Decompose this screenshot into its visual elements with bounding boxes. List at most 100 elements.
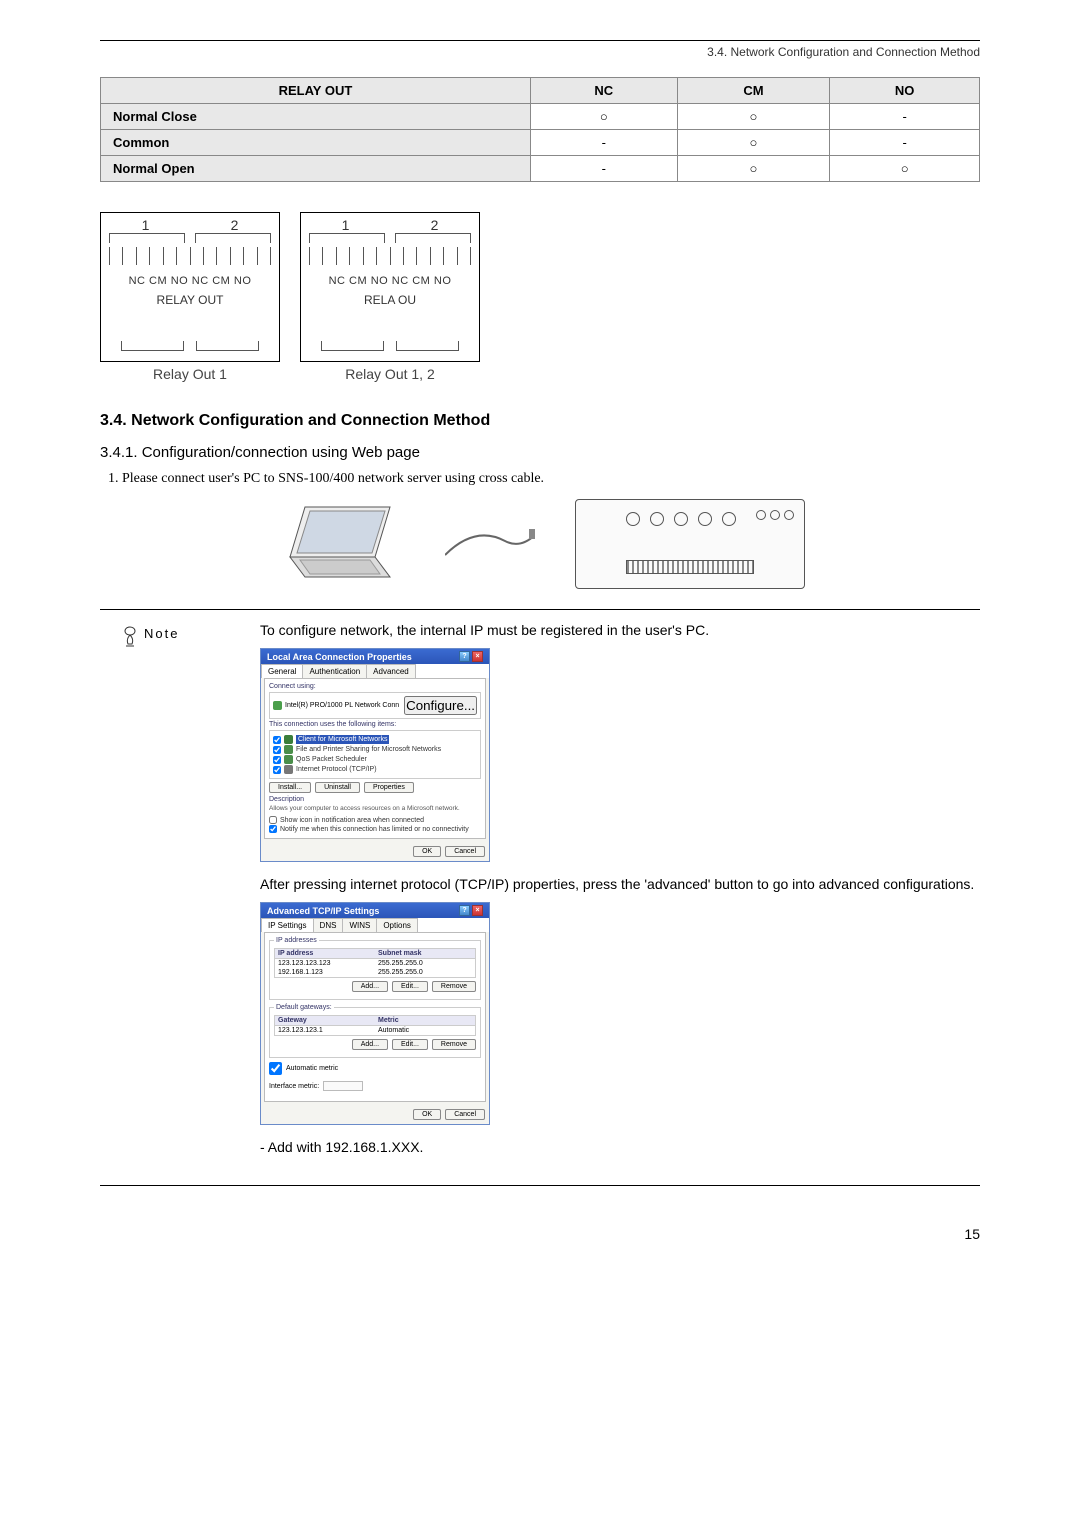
chk-showicon[interactable] (269, 816, 277, 824)
ip-head-1: IP address (275, 949, 375, 959)
ok-button[interactable]: OK (413, 846, 441, 857)
gw-head-1: Gateway (275, 1016, 375, 1026)
ok-button[interactable]: OK (413, 1109, 441, 1120)
help-icon[interactable]: ? (459, 905, 470, 916)
edit-button[interactable]: Edit... (392, 981, 428, 992)
tab-authentication[interactable]: Authentication (302, 664, 367, 678)
help-icon[interactable]: ? (459, 651, 470, 662)
cell: - (530, 130, 677, 156)
tab-general[interactable]: General (261, 664, 303, 678)
add-button[interactable]: Add... (352, 981, 388, 992)
close-icon[interactable]: × (472, 905, 483, 916)
item-icon (284, 765, 293, 774)
relay-caption-2: Relay Out 1, 2 (300, 366, 480, 382)
relay-caption-1: Relay Out 1 (100, 366, 280, 382)
tab-dns[interactable]: DNS (313, 918, 344, 932)
cell: ○ (530, 104, 677, 130)
cell: ○ (830, 156, 980, 182)
tab-ipsettings[interactable]: IP Settings (261, 918, 314, 932)
relay-table: RELAY OUT NC CM NO Normal Close ○ ○ - Co… (100, 77, 980, 182)
auto-metric-label: Automatic metric (286, 1065, 338, 1072)
chk-qos[interactable] (273, 756, 281, 764)
dialog-title: Local Area Connection Properties (267, 652, 412, 662)
edit-button[interactable]: Edit... (392, 1039, 428, 1050)
chk-notify[interactable] (269, 825, 277, 833)
item-qos: QoS Packet Scheduler (296, 756, 367, 763)
footer-rule (100, 1185, 980, 1186)
items-label: This connection uses the following items… (269, 721, 481, 728)
num: 1 (142, 217, 150, 233)
dialog-title-bar: Advanced TCP/IP Settings ? × (261, 903, 489, 918)
row-label: Normal Open (101, 156, 531, 182)
close-icon[interactable]: × (472, 651, 483, 662)
cancel-button[interactable]: Cancel (445, 1109, 485, 1120)
iface-metric-input (323, 1081, 363, 1091)
dialog-tabs: IP Settings DNS WINS Options (261, 918, 489, 932)
item-tcpip: Internet Protocol (TCP/IP) (296, 766, 377, 773)
dialog-tabs: General Authentication Advanced (261, 664, 489, 678)
cell: - (830, 104, 980, 130)
dialog-title-bar: Local Area Connection Properties ? × (261, 649, 489, 664)
configure-button[interactable]: Configure... (404, 696, 477, 715)
dialog-advanced-tcpip: Advanced TCP/IP Settings ? × IP Settings… (260, 902, 490, 1125)
add-ip-note: - Add with 192.168.1.XXX. (260, 1139, 980, 1155)
cancel-button[interactable]: Cancel (445, 846, 485, 857)
desc-label: Description (269, 796, 481, 803)
page-number: 15 (100, 1226, 980, 1242)
laptop-icon (275, 502, 405, 587)
add-button[interactable]: Add... (352, 1039, 388, 1050)
row-label: Common (101, 130, 531, 156)
relay-col-3: NO (830, 78, 980, 104)
chk-showicon-label: Show icon in notification area when conn… (280, 817, 424, 824)
desc-text: Allows your computer to access resources… (269, 805, 481, 812)
remove-button[interactable]: Remove (432, 1039, 476, 1050)
num: 1 (342, 217, 350, 233)
tab-wins[interactable]: WINS (342, 918, 377, 932)
step-1: Please connect user's PC to SNS-100/400 … (122, 471, 980, 487)
ip-val: 123.123.123.123 (275, 959, 375, 968)
chk-automatic-metric[interactable] (269, 1062, 282, 1075)
relay-col-2: CM (677, 78, 830, 104)
mask-val: 255.255.255.0 (375, 968, 475, 977)
relay-box-2: 1 2 NC CM NO NC CM NO RELA OU (300, 212, 480, 362)
uninstall-button[interactable]: Uninstall (315, 782, 360, 793)
ip-val: 192.168.1.123 (275, 968, 375, 977)
item-icon (284, 735, 293, 744)
chk-tcpip[interactable] (273, 766, 281, 774)
adapter-icon (273, 701, 282, 710)
note-label: Note (100, 622, 250, 1165)
relay-sub: RELAY OUT (101, 293, 279, 307)
pin-labels: NC CM NO NC CM NO (307, 275, 473, 287)
relay-col-1: NC (530, 78, 677, 104)
tab-options[interactable]: Options (376, 918, 418, 932)
relay-diagrams: 1 2 NC CM NO NC CM NO RELAY OUT Relay Ou… (100, 212, 980, 382)
item-icon (284, 745, 293, 754)
cell: ○ (677, 104, 830, 130)
chk-client[interactable] (273, 736, 281, 744)
mask-val: 255.255.255.0 (375, 959, 475, 968)
connect-figure (100, 499, 980, 589)
item-icon (284, 755, 293, 764)
properties-button[interactable]: Properties (364, 782, 414, 793)
relay-box-1: 1 2 NC CM NO NC CM NO RELAY OUT (100, 212, 280, 362)
install-button[interactable]: Install... (269, 782, 311, 793)
table-row: Normal Close ○ ○ - (101, 104, 980, 130)
chk-fileshare[interactable] (273, 746, 281, 754)
chk-notify-label: Notify me when this connection has limit… (280, 826, 469, 833)
row-label: Normal Close (101, 104, 531, 130)
relay-col-0: RELAY OUT (101, 78, 531, 104)
gw-val: 123.123.123.1 (275, 1026, 375, 1035)
cell: ○ (677, 130, 830, 156)
ip-group-label: IP addresses (274, 937, 319, 944)
cable-icon (445, 529, 535, 559)
num: 2 (231, 217, 239, 233)
tab-advanced[interactable]: Advanced (366, 664, 416, 678)
separator (100, 609, 980, 610)
dialog-lan-properties: Local Area Connection Properties ? × Gen… (260, 648, 490, 862)
remove-button[interactable]: Remove (432, 981, 476, 992)
dialog-title: Advanced TCP/IP Settings (267, 906, 379, 916)
gw-head-2: Metric (375, 1016, 475, 1026)
cell: ○ (677, 156, 830, 182)
table-row: Common - ○ - (101, 130, 980, 156)
item-fileshare: File and Printer Sharing for Microsoft N… (296, 746, 441, 753)
